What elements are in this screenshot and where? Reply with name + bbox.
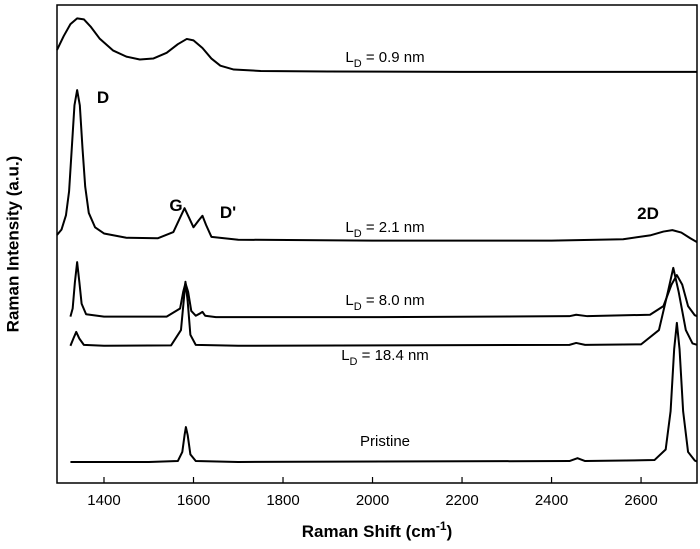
x-axis-label-sup: -1 <box>436 519 447 533</box>
series-label-part: = 8.0 nm <box>362 292 425 309</box>
series-label-part: D <box>354 301 362 313</box>
peak-label: G <box>169 196 182 215</box>
plot-frame <box>56 4 698 484</box>
x-axis-label-text: Raman Shift (cm <box>302 522 436 541</box>
series-label-part: L <box>345 219 353 236</box>
x-tick-label: 1800 <box>266 492 299 509</box>
series-label-part: Pristine <box>360 433 410 450</box>
series-label-part: L <box>345 292 353 309</box>
x-tick-label: 2200 <box>445 492 478 509</box>
x-axis-label-text: ) <box>447 522 453 541</box>
series-label: LD = 18.4 nm <box>341 347 429 368</box>
series-label-part: = 18.4 nm <box>358 347 429 364</box>
x-tick-label: 2000 <box>356 492 389 509</box>
spectrum-line <box>69 266 698 347</box>
spectrum-line <box>69 261 698 319</box>
series-label-part: D <box>354 58 362 70</box>
spectrum-line <box>70 321 698 463</box>
series-label: Pristine <box>360 433 410 450</box>
series-label: LD = 0.9 nm <box>345 49 424 70</box>
peak-label: 2D <box>637 204 659 223</box>
spectrum-line <box>56 89 698 243</box>
x-tick-label: 2400 <box>535 492 568 509</box>
series-label-part: = 2.1 nm <box>362 219 425 236</box>
series-label-part: L <box>341 347 349 364</box>
series-label-part: L <box>345 49 353 66</box>
x-tick-label: 2600 <box>624 492 657 509</box>
series-label-part: D <box>350 356 358 368</box>
peak-label: D <box>97 88 109 107</box>
peak-label: D' <box>220 203 236 222</box>
x-axis-label: Raman Shift (cm-1) <box>302 519 452 541</box>
series-label-part: = 0.9 nm <box>362 49 425 66</box>
spectrum-line <box>56 17 697 73</box>
y-axis-label: Raman Intensity (a.u.) <box>3 156 22 333</box>
x-tick-label: 1400 <box>87 492 120 509</box>
series-label: LD = 2.1 nm <box>345 219 424 240</box>
x-tick-label: 1600 <box>177 492 210 509</box>
series-label: LD = 8.0 nm <box>345 292 424 313</box>
series-label-part: D <box>354 228 362 240</box>
